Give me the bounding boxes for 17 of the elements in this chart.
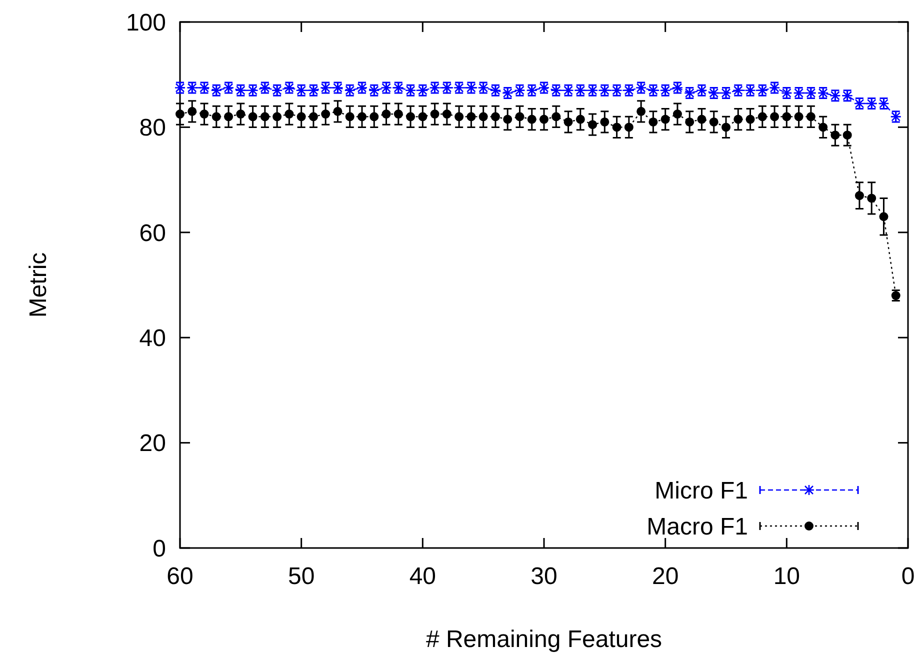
x-tick-label: 40 [409,563,436,590]
y-tick-label: 40 [139,325,166,352]
legend-label: Macro F1 [646,513,748,540]
y-tick-label: 80 [139,114,166,142]
x-tick-label: 20 [652,563,679,590]
y-axis-title: Metric [25,252,52,318]
legend-label: Micro F1 [654,477,748,504]
y-tick-label: 60 [139,220,166,247]
y-tick-label: 20 [139,430,166,458]
y-tick-label: 0 [152,535,166,562]
x-tick-label: 10 [773,563,800,590]
x-tick-label: 60 [166,563,194,590]
x-tick-label: 50 [288,563,315,590]
x-axis-title: # Remaining Features [426,626,662,653]
x-tick-label: 30 [530,563,558,590]
y-tick-label: 100 [126,9,166,36]
x-tick-label: 0 [901,563,915,590]
